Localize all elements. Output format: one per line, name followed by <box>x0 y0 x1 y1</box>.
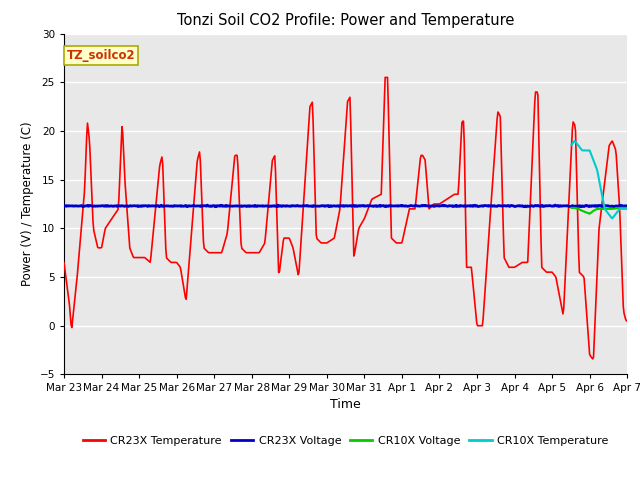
CR10X Voltage <box>581 209 589 215</box>
CR23X Temperature <box>589 356 596 362</box>
CR10X Temperature <box>571 138 579 144</box>
CR10X Temperature <box>620 206 628 212</box>
CR23X Voltage <box>186 203 193 209</box>
CR23X Voltage <box>70 203 78 209</box>
CR23X Temperature <box>215 250 223 255</box>
CR23X Temperature <box>70 302 78 308</box>
CR10X Temperature <box>606 213 614 218</box>
CR10X Voltage <box>606 206 614 212</box>
CR23X Temperature <box>186 257 193 263</box>
CR10X Temperature <box>623 206 631 212</box>
CR23X Voltage <box>128 203 136 209</box>
CR10X Temperature <box>600 201 607 207</box>
CR10X Temperature <box>568 142 575 147</box>
CR23X Voltage <box>431 203 439 209</box>
CR23X Voltage <box>623 203 631 209</box>
CR23X Temperature <box>381 74 389 80</box>
CR23X Temperature <box>623 318 631 324</box>
CR10X Voltage <box>575 206 583 212</box>
CR10X Voltage <box>568 205 575 211</box>
Y-axis label: Power (V) / Temperature (C): Power (V) / Temperature (C) <box>21 122 34 286</box>
Line: CR23X Temperature: CR23X Temperature <box>64 77 627 359</box>
CR10X Voltage <box>623 205 631 211</box>
CR23X Temperature <box>431 201 439 207</box>
CR23X Voltage <box>60 203 68 209</box>
CR10X Voltage <box>604 206 611 212</box>
Title: Tonzi Soil CO2 Profile: Power and Temperature: Tonzi Soil CO2 Profile: Power and Temper… <box>177 13 515 28</box>
CR23X Voltage <box>610 204 618 210</box>
CR10X Temperature <box>604 210 611 216</box>
CR10X Voltage <box>600 206 607 212</box>
Line: CR10X Temperature: CR10X Temperature <box>572 141 627 218</box>
Legend: CR23X Temperature, CR23X Voltage, CR10X Voltage, CR10X Temperature: CR23X Temperature, CR23X Voltage, CR10X … <box>78 431 613 450</box>
Line: CR10X Voltage: CR10X Voltage <box>572 208 627 214</box>
X-axis label: Time: Time <box>330 397 361 410</box>
CR10X Voltage <box>588 210 595 216</box>
CR23X Temperature <box>415 170 422 176</box>
CR23X Voltage <box>215 203 223 209</box>
CR23X Voltage <box>274 202 282 208</box>
CR23X Temperature <box>128 251 136 257</box>
CR23X Voltage <box>415 203 422 209</box>
Line: CR23X Voltage: CR23X Voltage <box>64 205 627 207</box>
CR10X Temperature <box>609 216 616 221</box>
CR10X Temperature <box>577 145 584 151</box>
CR10X Voltage <box>586 211 593 216</box>
CR23X Temperature <box>60 260 68 265</box>
CR10X Temperature <box>588 152 595 157</box>
Text: TZ_soilco2: TZ_soilco2 <box>67 49 136 62</box>
